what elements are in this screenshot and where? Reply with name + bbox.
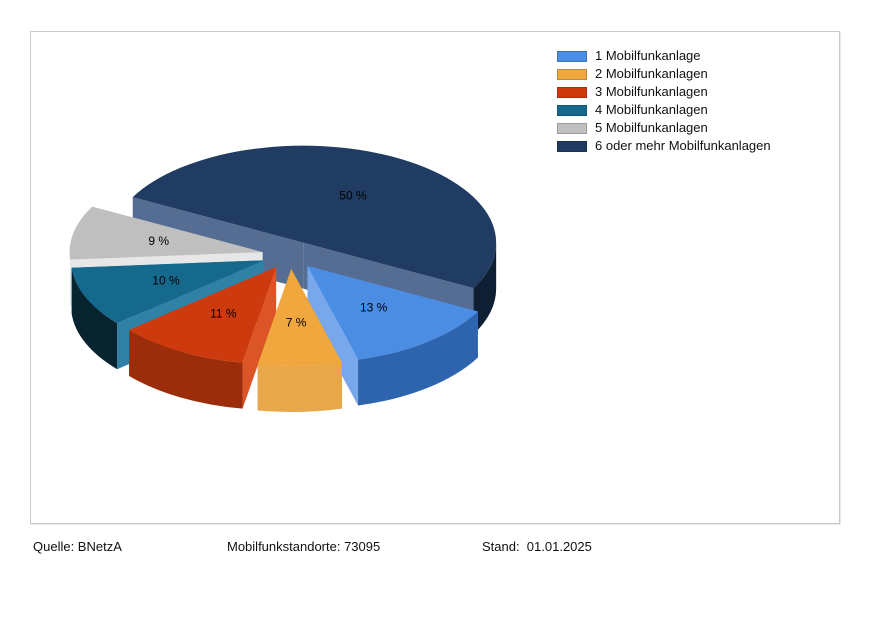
- pie-slice-3-cut: [242, 267, 277, 409]
- legend-swatch: [557, 104, 587, 116]
- pie-slice-6: [132, 145, 497, 289]
- legend-swatch: [557, 68, 587, 80]
- pie-slice-4: [71, 260, 265, 324]
- legend-label: 3 Mobilfunkanlagen: [595, 84, 708, 99]
- legend-item-3: 3 Mobilfunkanlagen: [557, 83, 771, 101]
- legend: 1 Mobilfunkanlage 2 Mobilfunkanlagen 3 Mob…: [557, 47, 771, 155]
- pie-label-2: 7 %: [286, 315, 307, 329]
- legend-item-5: 5 Mobilfunkanlagen: [557, 119, 771, 137]
- pie-label-6: 50 %: [339, 189, 367, 203]
- footer-date: Stand: 01.01.2025: [482, 539, 592, 554]
- pie-label-4: 10 %: [152, 274, 180, 288]
- legend-item-4: 4 Mobilfunkanlagen: [557, 101, 771, 119]
- pie-slice-5-rim: [69, 252, 71, 306]
- legend-item-2: 2 Mobilfunkanlagen: [557, 65, 771, 83]
- legend-label: 1 Mobilfunkanlage: [595, 48, 701, 63]
- pie-label-3: 11 %: [210, 306, 237, 320]
- footer-source: Quelle: BNetzA: [33, 539, 122, 554]
- footer: Quelle: BNetzA Mobilfunkstandorte: 73095…: [0, 539, 888, 559]
- pie-slice-5: [69, 206, 263, 260]
- footer-site-count: Mobilfunkstandorte: 73095: [227, 539, 381, 554]
- legend-swatch: [557, 140, 587, 152]
- legend-item-6: 6 oder mehr Mobilfunkanlagen: [557, 137, 771, 155]
- legend-label: 5 Mobilfunkanlagen: [595, 120, 708, 135]
- pie-slice-3: [129, 267, 277, 363]
- legend-swatch: [557, 50, 587, 62]
- legend-item-1: 1 Mobilfunkanlage: [557, 47, 771, 65]
- legend-label: 4 Mobilfunkanlagen: [595, 102, 708, 117]
- legend-swatch: [557, 86, 587, 98]
- legend-swatch: [557, 122, 587, 134]
- legend-label: 2 Mobilfunkanlagen: [595, 66, 708, 81]
- pie-slice-3-rim: [129, 330, 243, 409]
- pie-slice-6-rim: [473, 242, 497, 335]
- pie-slice-1: [307, 265, 478, 360]
- pie-label-1: 13 %: [360, 301, 388, 315]
- pie-slice-4-rim: [71, 267, 118, 370]
- pie-slice-2: [257, 268, 342, 366]
- pie-slice-1-rim: [358, 311, 478, 406]
- pie-label-5: 9 %: [148, 234, 169, 248]
- legend-label: 6 oder mehr Mobilfunkanlagen: [595, 138, 771, 153]
- pie-slice-2-rim: [257, 362, 342, 412]
